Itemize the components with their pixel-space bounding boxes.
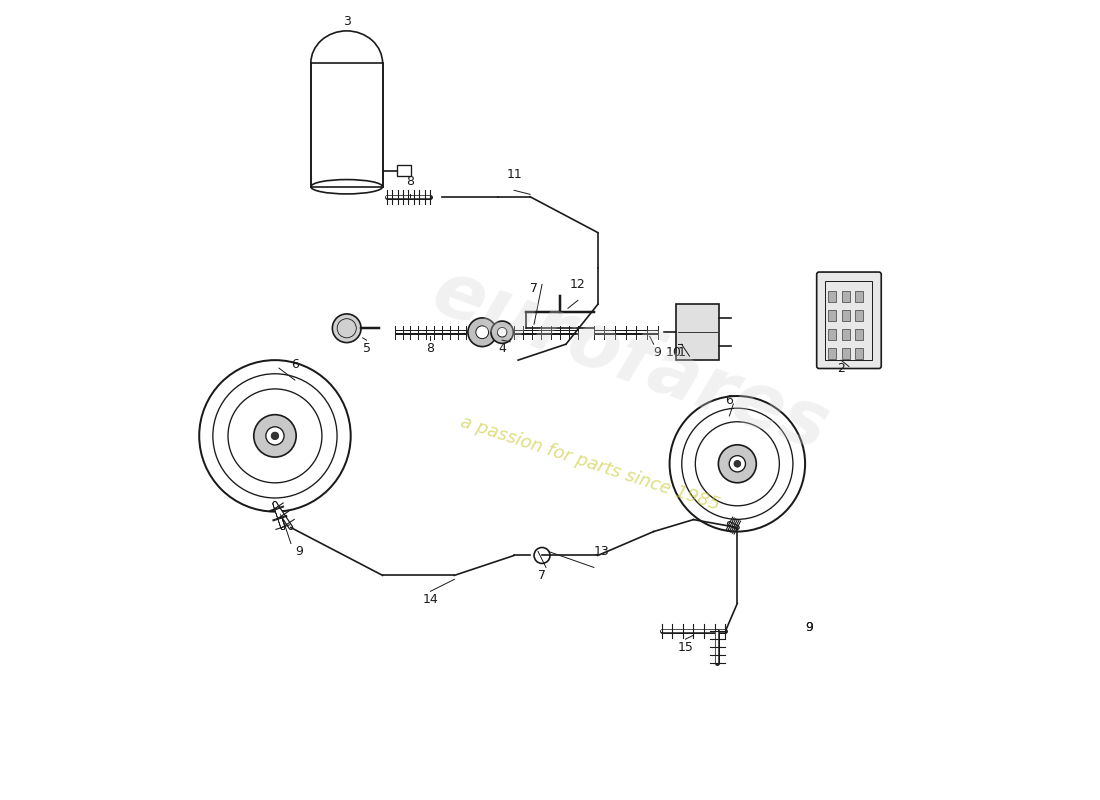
Text: 2: 2	[837, 362, 845, 375]
FancyBboxPatch shape	[816, 272, 881, 369]
Text: 1: 1	[678, 346, 685, 359]
Text: 6: 6	[725, 394, 734, 407]
Text: 5: 5	[363, 342, 371, 355]
Bar	[828, 348, 836, 359]
Bar	[842, 310, 849, 321]
Bar	[842, 291, 849, 302]
Circle shape	[491, 321, 514, 343]
Ellipse shape	[311, 31, 383, 95]
Text: 8: 8	[407, 174, 415, 188]
Text: 9: 9	[805, 621, 813, 634]
Text: 9: 9	[653, 346, 661, 359]
Text: eurofares: eurofares	[421, 254, 838, 466]
Bar	[856, 329, 864, 340]
Circle shape	[682, 408, 793, 519]
Circle shape	[272, 432, 278, 440]
Text: 7: 7	[530, 282, 538, 295]
Circle shape	[734, 460, 740, 467]
Circle shape	[468, 318, 496, 346]
Circle shape	[718, 445, 757, 482]
Circle shape	[213, 374, 337, 498]
Circle shape	[266, 426, 284, 445]
Text: a passion for parts since 1985: a passion for parts since 1985	[458, 414, 722, 514]
Bar	[828, 310, 836, 321]
Text: 13: 13	[594, 546, 609, 558]
Text: 7: 7	[538, 570, 546, 582]
Circle shape	[476, 326, 488, 338]
Text: 15: 15	[678, 641, 693, 654]
Circle shape	[199, 360, 351, 512]
Bar	[856, 348, 864, 359]
Circle shape	[729, 456, 746, 472]
Text: 4: 4	[498, 342, 506, 355]
Bar	[828, 329, 836, 340]
Circle shape	[254, 414, 296, 457]
Circle shape	[535, 547, 550, 563]
Text: 14: 14	[422, 594, 438, 606]
Text: 9: 9	[805, 621, 813, 634]
Text: 9: 9	[295, 546, 302, 558]
Bar	[842, 348, 849, 359]
Circle shape	[670, 396, 805, 531]
Bar	[675, 304, 719, 360]
Bar	[856, 291, 864, 302]
Circle shape	[695, 422, 780, 506]
Bar	[825, 281, 872, 360]
Bar	[828, 291, 836, 302]
Text: 6: 6	[292, 358, 299, 371]
Circle shape	[497, 327, 507, 337]
Bar	[842, 329, 849, 340]
Bar	[856, 310, 864, 321]
Bar	[397, 166, 411, 176]
Text: 8: 8	[427, 342, 434, 355]
Text: 10: 10	[666, 346, 682, 359]
Text: 12: 12	[570, 278, 586, 291]
Circle shape	[332, 314, 361, 342]
Text: 3: 3	[343, 15, 351, 28]
Circle shape	[228, 389, 322, 483]
Text: 11: 11	[506, 168, 522, 182]
Bar	[311, 63, 383, 186]
